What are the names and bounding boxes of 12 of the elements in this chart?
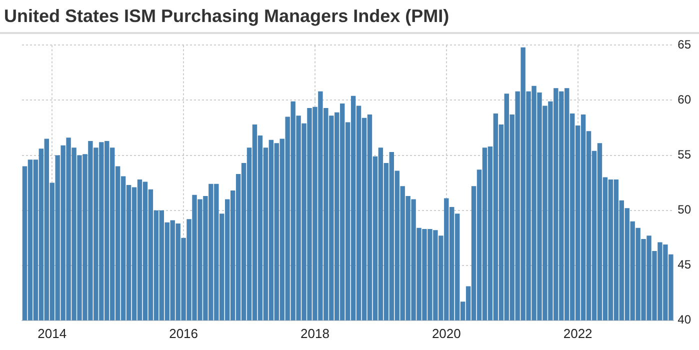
y-tick-label: 55: [678, 148, 692, 162]
y-tick-label: 40: [678, 312, 692, 327]
x-tick-label: 2018: [300, 326, 330, 341]
y-tick-label: 50: [678, 202, 692, 217]
y-tick-label: 45: [678, 258, 692, 272]
y-tick-label: 65: [678, 38, 692, 52]
x-tick-label: 2014: [38, 326, 67, 341]
y-tick-label: 60: [678, 92, 692, 107]
x-tick-label: 2016: [169, 326, 198, 341]
chart-title: United States ISM Purchasing Managers Index (PMI): [0, 0, 699, 34]
x-tick-label: 2022: [563, 326, 592, 341]
x-tick-label: 2020: [432, 326, 461, 341]
